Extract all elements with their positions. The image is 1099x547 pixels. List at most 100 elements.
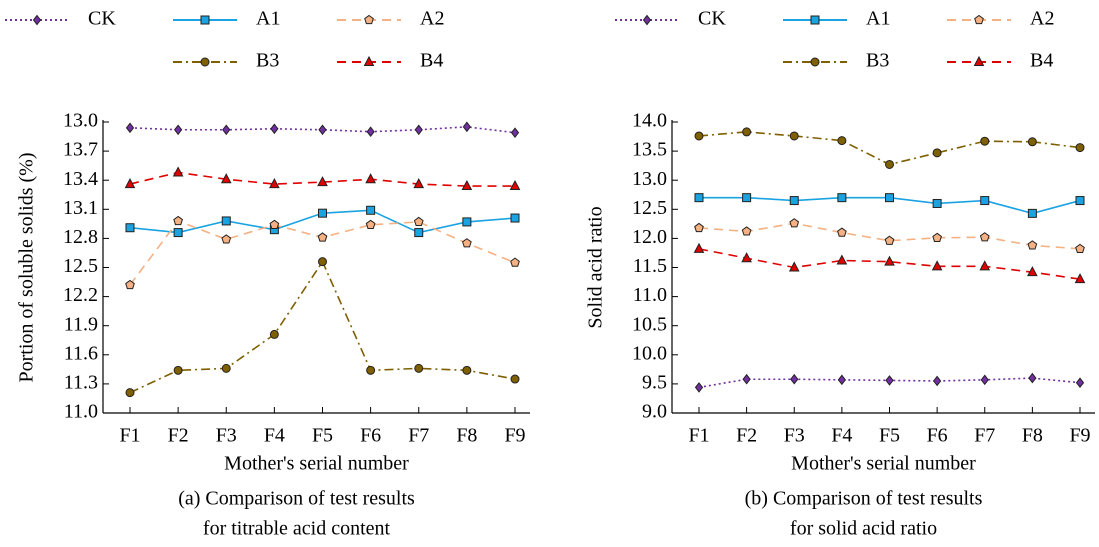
x-axis-title: Mother's serial number (224, 453, 409, 475)
y-tick-label: 12.8 (63, 226, 98, 248)
marker (173, 215, 183, 226)
marker (32, 14, 42, 26)
marker (810, 57, 820, 67)
x-tick-label: F3 (784, 425, 805, 447)
marker (1027, 240, 1038, 250)
caption: for titrable acid content (203, 518, 391, 540)
marker (461, 179, 473, 191)
marker (884, 255, 895, 266)
marker (979, 232, 990, 242)
marker (1074, 273, 1086, 284)
y-tick-label: 13.0 (632, 168, 667, 190)
y-tick-label: 13.4 (63, 168, 98, 190)
marker (884, 235, 895, 245)
marker (221, 216, 231, 226)
series-line (698, 131, 1081, 166)
marker (742, 193, 752, 203)
marker (885, 159, 894, 169)
marker (364, 14, 374, 25)
marker (125, 223, 135, 233)
marker (1027, 266, 1038, 277)
marker (413, 216, 424, 227)
x-tick-label: F9 (1069, 425, 1090, 447)
marker (932, 198, 942, 208)
marker (200, 15, 210, 25)
x-tick-label: F6 (927, 425, 948, 447)
legend-label: A2 (420, 8, 444, 30)
y-tick-label: 13.1 (63, 197, 98, 219)
marker (885, 375, 894, 386)
marker (694, 131, 704, 141)
marker (365, 219, 376, 229)
marker (317, 176, 328, 187)
marker (173, 124, 183, 136)
marker (318, 257, 327, 267)
marker (742, 373, 751, 385)
marker (789, 218, 800, 228)
marker (365, 173, 376, 184)
marker (172, 166, 184, 177)
marker (270, 123, 279, 135)
marker (1075, 377, 1085, 389)
marker (125, 279, 135, 290)
marker (462, 365, 472, 375)
x-tick-label: F8 (1022, 425, 1043, 447)
y-tick-label: 11.6 (64, 342, 98, 364)
y-tick-label: 11.0 (633, 284, 667, 306)
legend-label: B3 (256, 50, 279, 72)
legend-label: CK (88, 8, 116, 30)
caption: (a) Comparison of test results (178, 488, 415, 510)
marker (974, 14, 984, 25)
x-tick-label: F9 (504, 425, 525, 447)
marker (1075, 143, 1085, 153)
marker (1075, 243, 1085, 254)
marker (932, 375, 942, 387)
marker (220, 173, 232, 184)
marker (269, 219, 280, 229)
marker (788, 261, 800, 272)
x-tick-label: F7 (408, 425, 429, 447)
y-tick-label: 12.5 (63, 255, 98, 277)
x-tick-label: F1 (688, 425, 709, 447)
marker (1075, 196, 1085, 206)
marker (980, 196, 990, 206)
caption: (b) Comparison of test results (745, 488, 983, 510)
marker (885, 193, 894, 203)
marker (317, 232, 328, 242)
y-tick-label: 14.0 (632, 110, 667, 132)
marker (742, 127, 752, 137)
x-tick-label: F8 (456, 425, 477, 447)
marker (837, 227, 847, 237)
y-tick-label: 11.3 (64, 371, 98, 393)
marker (642, 14, 652, 26)
legend-label: B3 (866, 50, 889, 72)
marker (932, 148, 942, 158)
y-tick-label: 10.0 (632, 342, 667, 364)
y-tick-label: 11.0 (64, 401, 98, 423)
marker (366, 365, 376, 375)
legend-label: B4 (1030, 50, 1053, 72)
series-line (129, 171, 515, 187)
marker (810, 15, 820, 25)
caption: for solid acid ratio (790, 518, 937, 540)
marker (414, 228, 424, 238)
x-tick-label: F4 (831, 425, 852, 447)
y-tick-label: 11.5 (633, 255, 667, 277)
y-tick-label: 12.2 (63, 284, 98, 306)
marker (694, 222, 704, 233)
marker (125, 388, 135, 398)
series-line (129, 260, 516, 394)
marker (510, 374, 520, 384)
legend-label: CK (698, 8, 726, 30)
x-tick-label: F3 (216, 425, 237, 447)
y-tick-label: 13.5 (632, 139, 667, 161)
marker (221, 234, 232, 244)
y-tick-label: 13.7 (63, 139, 98, 161)
marker (694, 382, 704, 393)
x-tick-label: F2 (736, 425, 757, 447)
x-tick-label: F5 (312, 425, 333, 447)
y-tick-label: 10.5 (632, 313, 667, 335)
legend-label: B4 (420, 50, 443, 72)
y-tick-label: 13.0 (63, 110, 98, 132)
